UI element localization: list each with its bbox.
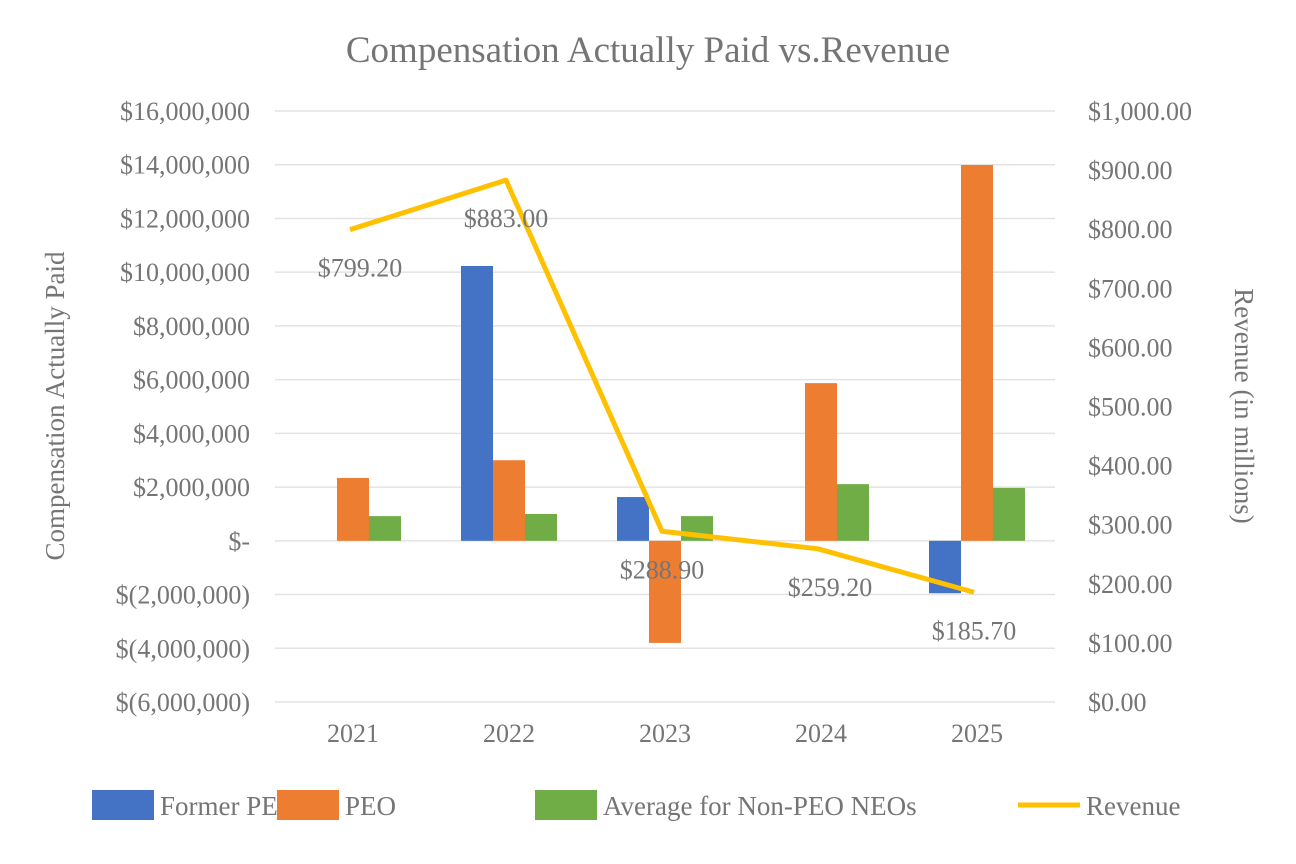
y2-tick-label: $1,000.00 bbox=[1088, 97, 1192, 126]
bar-average-for-non-peo-neos-2024 bbox=[837, 484, 869, 541]
bar-average-for-non-peo-neos-2022 bbox=[525, 513, 557, 541]
legend-label: Former PEO bbox=[160, 791, 297, 821]
legend-label: PEO bbox=[345, 791, 396, 821]
y-tick-label: $12,000,000 bbox=[120, 204, 250, 233]
y-axis-label: Compensation Actually Paid bbox=[40, 251, 70, 560]
bar-peo-2024 bbox=[805, 383, 837, 541]
y-tick-label: $8,000,000 bbox=[133, 312, 250, 341]
x-axis: 2021 2022 2023 2024 2025 bbox=[327, 719, 1003, 748]
y-tick-label: $6,000,000 bbox=[133, 366, 250, 395]
y-axis-left: $(6,000,000) $(4,000,000) $(2,000,000) $- $2… bbox=[116, 97, 250, 717]
revenue-data-label: $288.90 bbox=[620, 555, 705, 584]
revenue-line-path bbox=[349, 177, 975, 595]
bar-peo-2022 bbox=[493, 460, 525, 541]
bars bbox=[337, 164, 1025, 643]
y-tick-label: $(4,000,000) bbox=[116, 634, 250, 663]
y2-tick-label: $100.00 bbox=[1088, 629, 1173, 658]
y2-axis-label: Revenue (in millions) bbox=[1229, 288, 1259, 523]
revenue-data-label: $883.00 bbox=[464, 204, 549, 233]
y-tick-label: $(2,000,000) bbox=[116, 581, 250, 610]
y2-tick-label: $400.00 bbox=[1088, 452, 1173, 481]
y-tick-label: $16,000,000 bbox=[120, 97, 250, 126]
y2-tick-label: $0.00 bbox=[1088, 688, 1147, 717]
y-tick-label: $4,000,000 bbox=[133, 419, 250, 448]
legend: Former PEO PEO Average for Non-PEO NEOs Rev… bbox=[92, 790, 1180, 821]
y2-tick-label: $300.00 bbox=[1088, 511, 1173, 540]
legend-swatch bbox=[92, 790, 154, 820]
x-tick-label: 2022 bbox=[483, 719, 535, 748]
revenue-data-label: $799.20 bbox=[318, 254, 403, 283]
x-tick-label: 2021 bbox=[327, 719, 379, 748]
y-tick-label: $2,000,000 bbox=[133, 473, 250, 502]
x-tick-label: 2024 bbox=[795, 719, 847, 748]
bar-average-for-non-peo-neos-2025 bbox=[993, 487, 1025, 541]
bar-former-peo-2022 bbox=[461, 266, 493, 541]
y-tick-label: $- bbox=[228, 527, 250, 556]
revenue-line: $799.20 $883.00 $288.90 $259.20 $185.70 bbox=[318, 177, 1017, 645]
revenue-data-label: $185.70 bbox=[932, 616, 1017, 645]
y2-tick-label: $900.00 bbox=[1088, 156, 1173, 185]
gridlines bbox=[275, 110, 1055, 703]
y2-tick-label: $700.00 bbox=[1088, 274, 1173, 303]
y-tick-label: $14,000,000 bbox=[120, 151, 250, 180]
bar-peo-2021 bbox=[337, 477, 369, 541]
chart-title: Compensation Actually Paid vs.Revenue bbox=[346, 30, 950, 71]
x-tick-label: 2023 bbox=[639, 719, 691, 748]
y-tick-label: $10,000,000 bbox=[120, 258, 250, 287]
legend-label: Average for Non-PEO NEOs bbox=[603, 791, 917, 821]
legend-swatch bbox=[535, 790, 597, 820]
revenue-data-label: $259.20 bbox=[788, 573, 873, 602]
bar-peo-2023 bbox=[649, 540, 681, 643]
bar-average-for-non-peo-neos-2021 bbox=[369, 516, 401, 541]
y2-tick-label: $600.00 bbox=[1088, 333, 1173, 362]
y2-tick-label: $200.00 bbox=[1088, 570, 1173, 599]
y-tick-label: $(6,000,000) bbox=[116, 688, 250, 717]
legend-swatch bbox=[277, 790, 339, 820]
x-tick-label: 2025 bbox=[951, 719, 1003, 748]
legend-label: Revenue bbox=[1086, 791, 1180, 821]
bar-peo-2025 bbox=[961, 164, 993, 541]
y-axis-right: $0.00 $100.00 $200.00 $300.00 $400.00 $500.00… bbox=[1088, 97, 1192, 717]
y2-tick-label: $800.00 bbox=[1088, 215, 1173, 244]
bar-former-peo-2023 bbox=[617, 497, 649, 541]
y2-tick-label: $500.00 bbox=[1088, 393, 1173, 422]
